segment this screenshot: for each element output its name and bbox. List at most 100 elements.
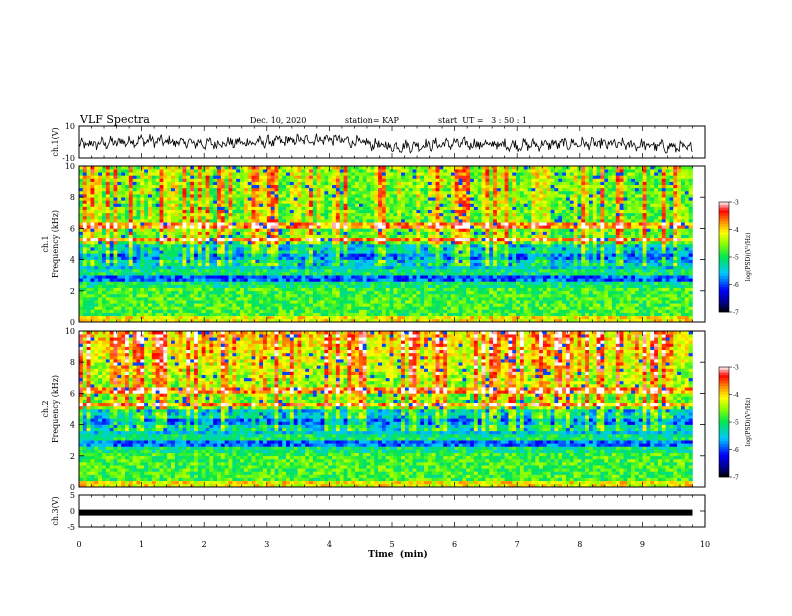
spectrogram-cell: [102, 203, 106, 206]
spectrogram-cell: [263, 232, 267, 235]
spectrogram-cell: [129, 219, 133, 222]
spectrogram-cell: [79, 253, 83, 256]
spectrogram-cell: [140, 228, 144, 231]
spectrogram-cell: [367, 222, 371, 225]
spectrogram-cell: [206, 281, 210, 284]
spectrogram-cell: [282, 256, 286, 259]
spectrogram-cell: [255, 281, 259, 284]
spectrogram-cell: [117, 191, 121, 194]
spectrogram-cell: [259, 197, 263, 200]
spectrogram-cell: [378, 300, 382, 303]
spectrogram-cell: [424, 247, 428, 250]
spectrogram-cell: [152, 253, 156, 256]
spectrogram-cell: [370, 266, 374, 269]
spectrogram-cell: [252, 166, 256, 169]
spectrogram-cell: [355, 225, 359, 228]
spectrogram-cell: [332, 278, 336, 281]
panel-2-spectrogram: [79, 166, 693, 322]
spectrogram-cell: [160, 294, 164, 297]
spectrogram-cell: [221, 219, 225, 222]
spectrogram-cell: [428, 266, 432, 269]
spectrogram-cell: [428, 166, 432, 169]
spectrogram-cell: [229, 260, 233, 263]
spectrogram-cell: [336, 247, 340, 250]
spectrogram-cell: [221, 194, 225, 197]
spectrogram-cell: [397, 263, 401, 266]
spectrogram-cell: [175, 260, 179, 263]
spectrogram-cell: [275, 238, 279, 241]
spectrogram-cell: [87, 285, 91, 288]
spectrogram-cell: [324, 213, 328, 216]
spectrogram-cell: [370, 228, 374, 231]
spectrogram-cell: [386, 250, 390, 253]
spectrogram-cell: [156, 297, 160, 300]
spectrogram-cell: [87, 291, 91, 294]
spectrogram-cell: [236, 188, 240, 191]
spectrogram-cell: [359, 281, 363, 284]
spectrogram-cell: [83, 297, 87, 300]
spectrogram-cell: [198, 191, 202, 194]
spectrogram-cell: [213, 172, 217, 175]
spectrogram-cell: [194, 281, 198, 284]
spectrogram-cell: [278, 269, 282, 272]
spectrogram-cell: [416, 263, 420, 266]
spectrogram-cell: [217, 203, 221, 206]
spectrogram-cell: [424, 253, 428, 256]
spectrogram-cell: [186, 263, 190, 266]
spectrogram-cell: [386, 253, 390, 256]
spectrogram-cell: [393, 272, 397, 275]
spectrogram-cell: [91, 178, 95, 181]
figure-title: VLF Spectra: [79, 113, 150, 126]
spectrogram-cell: [236, 210, 240, 213]
spectrogram-cell: [286, 182, 290, 185]
spectrogram-cell: [133, 310, 137, 313]
spectrogram-cell: [240, 175, 244, 178]
spectrogram-cell: [259, 256, 263, 259]
spectrogram-cell: [420, 203, 424, 206]
spectrogram-cell: [275, 185, 279, 188]
spectrogram-cell: [163, 256, 167, 259]
spectrogram-cell: [232, 244, 236, 247]
spectrogram-cell: [313, 278, 317, 281]
spectrogram-cell: [428, 222, 432, 225]
spectrogram-cell: [271, 197, 275, 200]
spectrogram-cell: [409, 191, 413, 194]
spectrogram-cell: [232, 185, 236, 188]
spectrogram-cell: [117, 166, 121, 169]
spectrogram-cell: [416, 281, 420, 284]
spectrogram-cell: [271, 310, 275, 313]
spectrogram-cell: [317, 275, 321, 278]
spectrogram-cell: [436, 250, 440, 253]
spectrogram-cell: [152, 263, 156, 266]
spectrogram-cell: [225, 238, 229, 241]
spectrogram-cell: [117, 316, 121, 319]
spectrogram-cell: [167, 297, 171, 300]
spectrogram-cell: [359, 272, 363, 275]
spectrogram-cell: [255, 297, 259, 300]
spectrogram-cell: [171, 244, 175, 247]
spectrogram-cell: [259, 306, 263, 309]
spectrogram-cell: [236, 194, 240, 197]
spectrogram-cell: [347, 241, 351, 244]
spectrogram-cell: [309, 306, 313, 309]
spectrogram-cell: [194, 247, 198, 250]
spectrogram-cell: [340, 178, 344, 181]
spectrogram-cell: [282, 313, 286, 316]
spectrogram-cell: [424, 238, 428, 241]
spectrogram-cell: [298, 203, 302, 206]
spectrogram-cell: [378, 247, 382, 250]
spectrogram-cell: [436, 256, 440, 259]
spectrogram-cell: [248, 272, 252, 275]
spectrogram-cell: [240, 281, 244, 284]
spectrogram-cell: [386, 175, 390, 178]
spectrogram-cell: [83, 247, 87, 250]
spectrogram-cell: [252, 172, 256, 175]
spectrogram-cell: [443, 178, 447, 181]
spectrogram-cell: [382, 203, 386, 206]
spectrogram-cell: [221, 256, 225, 259]
spectrogram-cell: [213, 278, 217, 281]
spectrogram-cell: [378, 219, 382, 222]
spectrogram-cell: [324, 269, 328, 272]
spectrogram-cell: [232, 200, 236, 203]
spectrogram-cell: [405, 185, 409, 188]
